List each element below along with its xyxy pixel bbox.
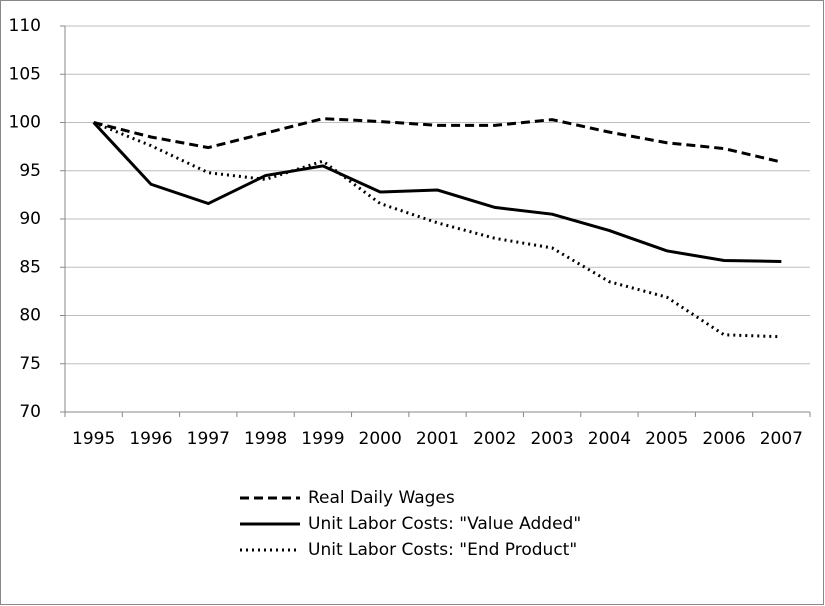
x-tick-label: 2002 xyxy=(473,429,516,449)
x-tick-label: 1998 xyxy=(244,429,287,449)
x-tick-label: 2006 xyxy=(702,429,745,449)
series-line xyxy=(93,121,782,339)
x-tick-label: 2004 xyxy=(588,429,631,449)
series-line xyxy=(93,117,782,164)
x-tick-label: 2007 xyxy=(760,429,803,449)
x-tick-label: 2000 xyxy=(359,429,402,449)
x-tick-label: 2003 xyxy=(530,429,573,449)
x-tick-label: 1997 xyxy=(187,429,230,449)
y-tick-label: 100 xyxy=(9,113,41,133)
x-tick-label: 1999 xyxy=(301,429,344,449)
series-line xyxy=(92,121,782,263)
legend-label: Real Daily Wages xyxy=(308,488,455,508)
y-tick-label: 110 xyxy=(9,16,41,36)
y-tick-label: 90 xyxy=(19,209,41,229)
y-tick-label: 75 xyxy=(19,354,41,374)
y-tick-label: 70 xyxy=(19,402,41,422)
legend-label: Unit Labor Costs: "Value Added" xyxy=(308,514,581,534)
y-tick-label: 85 xyxy=(19,257,41,277)
x-tick-label: 1995 xyxy=(72,429,115,449)
y-tick-label: 105 xyxy=(9,64,41,84)
x-tick-label: 2001 xyxy=(416,429,459,449)
x-tick-label: 2005 xyxy=(645,429,688,449)
y-tick-label: 80 xyxy=(19,306,41,326)
x-tick-label: 1996 xyxy=(129,429,172,449)
legend-label: Unit Labor Costs: "End Product" xyxy=(308,540,577,560)
y-tick-label: 95 xyxy=(19,161,41,181)
